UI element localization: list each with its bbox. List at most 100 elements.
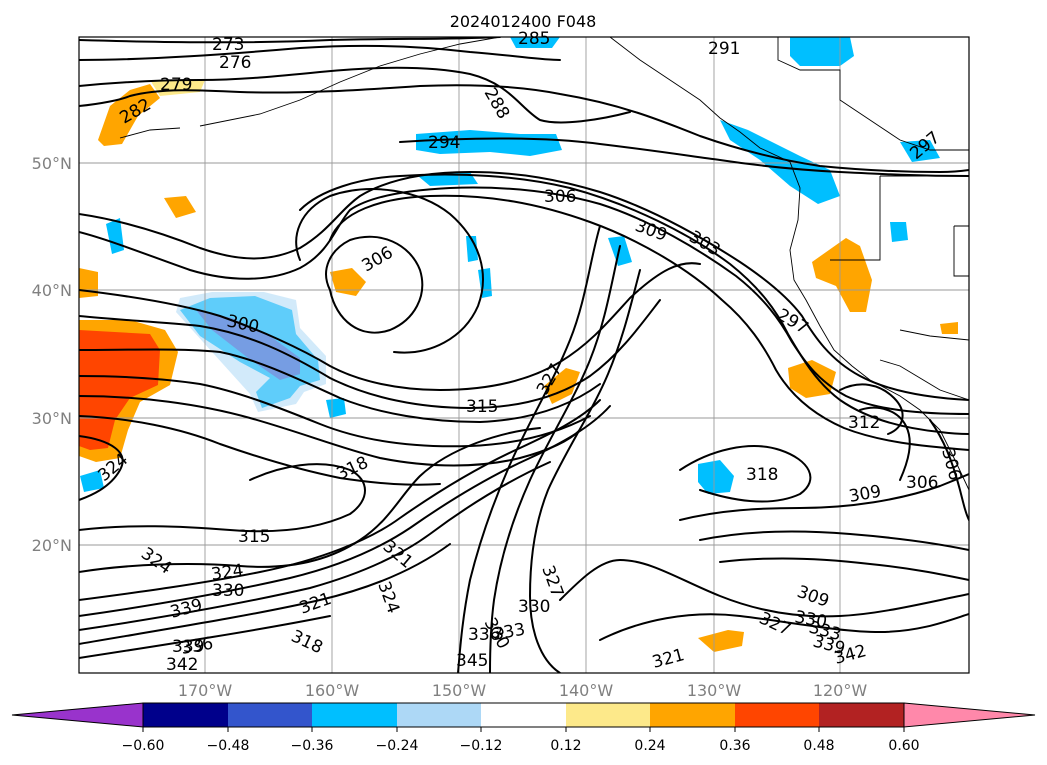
- contour-label: 342: [166, 655, 198, 675]
- contour-line: [295, 188, 484, 354]
- contour-line: [929, 419, 969, 521]
- shading-negative-small-6: [698, 460, 734, 494]
- shading-layer: [79, 37, 958, 652]
- map-panel: 273 276 279 282 285 288 291 294 297 297 …: [78, 29, 970, 675]
- contour-line: [325, 235, 424, 334]
- contour-label: 279: [160, 75, 192, 95]
- shading-negative-northeast: [790, 37, 854, 66]
- contour-line: [839, 383, 904, 435]
- contour-line: [699, 530, 969, 551]
- contour-label: 318: [746, 465, 778, 485]
- colorbar-tick-label: −0.24: [376, 738, 419, 754]
- shading-negative-north-3: [510, 37, 560, 48]
- shading-negative-small-8: [80, 470, 104, 492]
- contour-line: [79, 399, 601, 601]
- shading-negative-small-1: [608, 236, 632, 266]
- contour-label: 315: [238, 527, 270, 547]
- contour-line: [79, 463, 366, 533]
- lat-label: 20°N: [32, 536, 72, 555]
- contour-line: [79, 395, 581, 467]
- colorbar-tick-label: 0.48: [803, 738, 834, 754]
- contour-line: [719, 557, 969, 581]
- contour-line: [679, 445, 812, 503]
- colorbar-ticks: [142, 727, 905, 732]
- contour-label: 336: [468, 625, 500, 645]
- contour-label: 306: [906, 473, 938, 493]
- lon-label: 150°W: [432, 681, 487, 700]
- lat-label: 30°N: [32, 409, 72, 428]
- lon-label: 140°W: [559, 681, 614, 700]
- contour-line: [329, 194, 969, 451]
- contour-label: 330: [212, 581, 244, 601]
- shading-strong-positive-west: [79, 330, 160, 450]
- colorbar-tick-label: −0.60: [122, 738, 165, 754]
- lat-label: 50°N: [32, 154, 72, 173]
- colorbar-tick-label: 0.12: [550, 738, 581, 754]
- shading-negative-small-2: [466, 236, 478, 262]
- contour-line: [79, 435, 124, 501]
- colorbar-bin: [819, 703, 904, 727]
- contour-line: [79, 66, 631, 124]
- shading-weak-positive-northwest: [150, 80, 205, 96]
- colorbar-bin: [481, 703, 566, 727]
- contour-label: 294: [428, 133, 460, 153]
- contour-line: [457, 225, 601, 673]
- shading-positive-small-1: [164, 196, 196, 218]
- shading-negative-small-4: [326, 398, 346, 418]
- lat-label: 40°N: [32, 281, 72, 300]
- shading-positive-west-edge: [79, 268, 98, 298]
- contour-line: [559, 559, 969, 618]
- contour-label: 330: [518, 597, 550, 617]
- contour-label: 324: [210, 561, 245, 585]
- contour-line: [79, 84, 969, 173]
- contour-line: [79, 543, 451, 645]
- colorbar-bin: [566, 703, 650, 727]
- colorbar-bin: [735, 703, 819, 727]
- contour-line: [79, 348, 601, 423]
- contour-label: 315: [466, 397, 498, 417]
- coastlines: [119, 37, 969, 491]
- shading-positive-northwest: [98, 84, 160, 146]
- lon-labels: 170°W 160°W 150°W 140°W 130°W 120°W: [178, 681, 868, 700]
- contour-line: [679, 473, 969, 521]
- lon-label: 130°W: [687, 681, 742, 700]
- shading-negative-north-1: [416, 130, 562, 156]
- contour-line: [79, 186, 969, 415]
- contour-label: 291: [708, 39, 740, 59]
- contour-label: 306: [544, 187, 576, 207]
- contour-label: 285: [518, 29, 550, 49]
- contour-label: 273: [212, 35, 244, 55]
- shading-positive-small-2: [940, 322, 958, 334]
- shading-positive-south: [698, 630, 744, 652]
- colorbar-tick-label: −0.36: [291, 738, 334, 754]
- contour-line: [79, 461, 551, 631]
- shading-positive-east-2: [788, 360, 836, 398]
- contour-line: [79, 262, 701, 391]
- contour-line: [79, 171, 969, 401]
- colorbar-bin: [228, 703, 312, 727]
- lon-label: 120°W: [813, 681, 868, 700]
- colorbar-tick-label: 0.60: [888, 738, 919, 754]
- colorbar-tick-label: −0.48: [207, 738, 250, 754]
- shading-negative-small-7: [890, 222, 908, 242]
- colorbar-tick-label: 0.24: [634, 738, 665, 754]
- colorbar-extend-left: [11, 702, 144, 728]
- contour-line: [79, 615, 331, 659]
- colorbar-frame: [142, 702, 905, 728]
- figure-title: 2024012400 F048: [450, 12, 597, 31]
- contour-line: [399, 137, 969, 177]
- contour-label: 276: [219, 53, 251, 73]
- colorbar-tick-label: −0.12: [460, 738, 503, 754]
- contour-label: 345: [456, 651, 488, 671]
- lon-label: 170°W: [178, 681, 233, 700]
- contour-line: [79, 415, 441, 486]
- colorbar-bin: [397, 703, 481, 727]
- contour-label: 339: [172, 637, 204, 657]
- lon-label: 160°W: [305, 681, 360, 700]
- colorbar-bin: [143, 703, 228, 727]
- contour-line: [489, 245, 621, 673]
- contour-label: 312: [848, 413, 880, 433]
- height-contours: [79, 37, 969, 673]
- lat-labels: 50°N 40°N 30°N 20°N: [32, 154, 72, 555]
